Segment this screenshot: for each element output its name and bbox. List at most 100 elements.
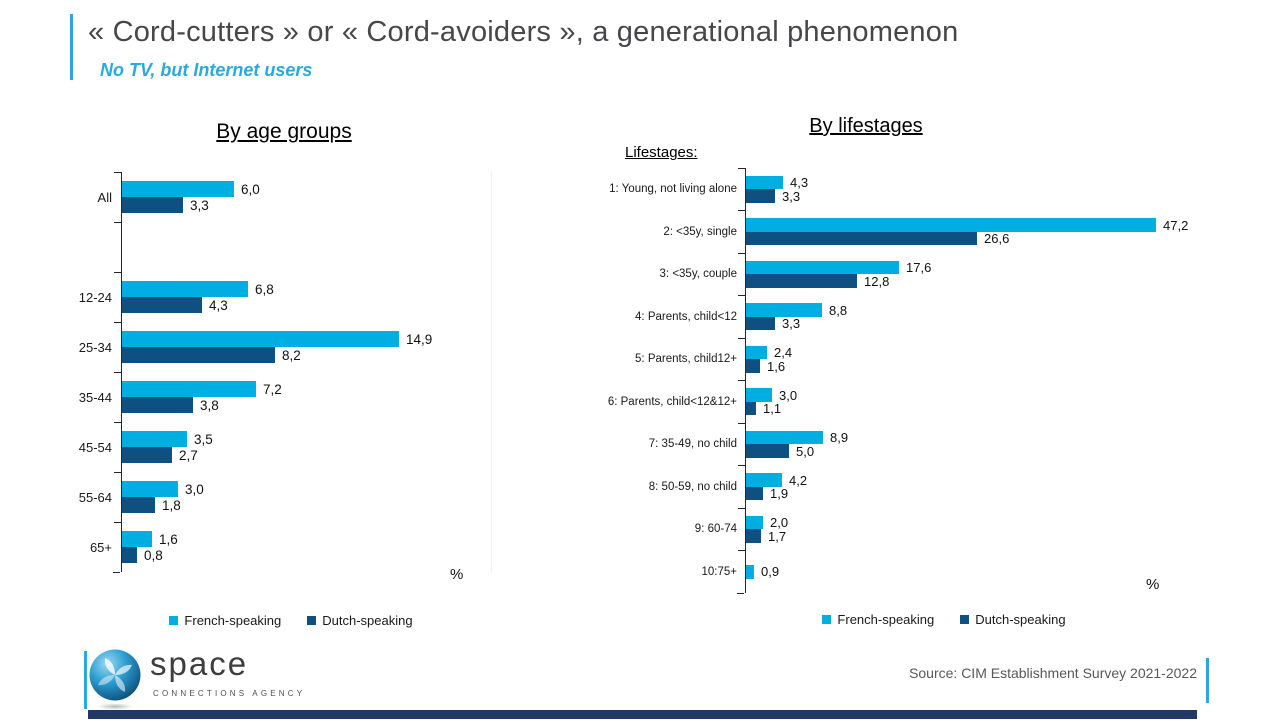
value-label: 3,3 [782, 316, 801, 331]
bar-group: 6,0 3,3 [114, 171, 515, 222]
bar-french-speaking [122, 431, 187, 447]
value-label: 3,0 [185, 481, 204, 497]
source-accent-line [1206, 658, 1209, 703]
bar-group: 14,9 8,2 [114, 321, 515, 372]
bar-french-speaking [122, 281, 248, 297]
bar-line: 3,3 [746, 316, 1238, 331]
bar-line: 3,5 [122, 431, 515, 447]
bar-group: 3,0 1,1 [738, 380, 1238, 423]
category-label: 9: 60-74 [694, 523, 737, 536]
value-label: 1,1 [763, 401, 782, 416]
bar-dutch-speaking [746, 486, 763, 501]
legend-label: French-speaking [184, 613, 282, 628]
value-label: 8,8 [829, 302, 848, 318]
chart-row: 10:75+ 0,9 [618, 550, 1238, 593]
space-logo-icon [89, 649, 141, 701]
dutch-swatch-icon [960, 615, 970, 624]
category-label: 65+ [89, 539, 112, 555]
bar-dutch-speaking [746, 444, 789, 458]
bar-line: 12,8 [746, 273, 1238, 289]
bar-french-speaking [122, 481, 178, 497]
value-label: 1,8 [162, 497, 181, 513]
bar-french-speaking [122, 531, 152, 547]
category-label: 12-24 [78, 289, 112, 305]
logo-wordmark: space [150, 645, 249, 682]
chart-row: 65+ 1,6 0,8 [65, 521, 515, 572]
bar-line: 8,9 [746, 430, 1238, 445]
value-label: 14,9 [406, 331, 433, 347]
chart-row: 8: 50-59, no child 4,2 1,9 [618, 465, 1238, 508]
value-label: 6,0 [241, 181, 260, 197]
french-swatch-icon [822, 615, 832, 624]
bar-group: 47,2 26,6 [738, 210, 1238, 253]
value-label: 17,6 [906, 260, 932, 275]
bar-line: 2,4 [746, 345, 1238, 360]
value-label: 1,7 [768, 528, 787, 544]
bar-line: 3,0 [122, 481, 515, 497]
bar-line: 47,2 [746, 218, 1238, 233]
dutch-swatch-icon [307, 616, 317, 625]
bar-group: 6,8 4,3 [114, 271, 515, 322]
bar-dutch-speaking [746, 401, 756, 416]
bar-line: 1,6 [746, 358, 1238, 374]
category-label [65, 222, 121, 272]
bar-french-speaking [746, 175, 783, 190]
bar-french-speaking [122, 181, 234, 197]
chart-title: By lifestages [809, 115, 923, 137]
value-label: 1,9 [770, 486, 789, 501]
chart-row [65, 221, 515, 272]
bar-dutch-speaking [746, 359, 760, 373]
category-label: 45-54 [78, 439, 112, 455]
value-label: 7,2 [263, 381, 282, 397]
bar-line: 0,8 [122, 547, 515, 563]
bar-line: 6,8 [122, 281, 515, 297]
chart-row: 1: Young, not living alone 4,3 3,3 [609, 167, 1238, 211]
bar-group: 3,5 2,7 [114, 421, 515, 472]
header-accent-line [70, 14, 73, 80]
bar-french-speaking [746, 260, 899, 275]
category-label: 10:75+ [701, 565, 738, 578]
bar-line: 1,7 [746, 528, 1238, 544]
category-label: 55-64 [78, 489, 112, 505]
value-label: 8,9 [830, 430, 849, 445]
category-label: 8: 50-59, no child [648, 480, 737, 493]
value-label: 5,0 [796, 443, 815, 459]
logo-reflection [97, 703, 133, 710]
bar-line: 8,8 [746, 302, 1238, 318]
page-title: « Cord-cutters » or « Cord-avoiders », a… [88, 16, 959, 48]
chart-row: 55-64 3,0 1,8 [65, 471, 515, 522]
value-label: 1,6 [159, 531, 178, 547]
bar-dutch-speaking [122, 547, 137, 563]
legend-item-dutch: Dutch-speaking [960, 612, 1066, 627]
chart-row: 3: <35y, couple 17,6 12,8 [618, 252, 1238, 296]
value-label: 4,3 [209, 297, 228, 313]
category-label: 3: <35y, couple [659, 268, 737, 281]
bar-line: 7,2 [122, 381, 515, 397]
value-label: 1,6 [767, 358, 786, 374]
value-label: 26,6 [984, 231, 1010, 246]
value-label: 12,8 [864, 273, 890, 289]
chart-row: 9: 60-74 2,0 1,7 [618, 507, 1238, 551]
bar-french-speaking [746, 430, 823, 445]
value-label: 2,7 [179, 447, 198, 463]
category-label: 35-44 [78, 389, 112, 405]
category-label: 2: <35y, single [663, 225, 737, 238]
bar-dutch-speaking [746, 231, 977, 246]
bar-group: 17,6 12,8 [738, 252, 1238, 296]
bar-dutch-speaking [122, 297, 202, 313]
percent-axis-label: % [1146, 576, 1160, 593]
bars-area: 1: Young, not living alone 4,3 3,3 2: <35y,… [608, 167, 1238, 594]
bars-area: All 6,0 3,3 12-24 6,8 4,3 25-34 14,9 8,2 35-44 7,2… [65, 171, 515, 573]
category-label: 5: Parents, child12+ [635, 353, 737, 366]
bar-line: 4,2 [746, 473, 1238, 488]
bar-line: 5,0 [746, 443, 1238, 459]
bar-group: 8,8 3,3 [738, 295, 1238, 338]
page-subtitle: No TV, but Internet users [100, 60, 313, 80]
category-label: 25-34 [78, 339, 112, 355]
bar-french-speaking [746, 515, 763, 530]
bar-line: 26,6 [746, 231, 1238, 246]
bar-french-speaking [746, 345, 767, 360]
legend-item-dutch: Dutch-speaking [307, 613, 413, 628]
legend-label: Dutch-speaking [322, 613, 413, 628]
value-label: 0,9 [761, 564, 780, 580]
